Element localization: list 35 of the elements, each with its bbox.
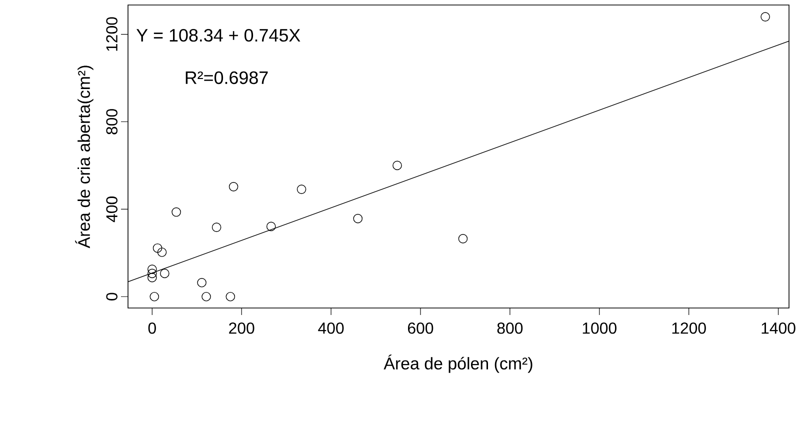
point xyxy=(160,268,170,278)
point xyxy=(266,222,276,232)
x-tick-label: 1000 xyxy=(582,322,616,334)
point xyxy=(152,243,162,253)
point xyxy=(150,292,160,302)
y-tick-label: 1200 xyxy=(106,17,118,51)
x-tick-label: 1200 xyxy=(672,322,706,334)
annotation: Y = 108.34 + 0.745X xyxy=(136,28,300,42)
point xyxy=(172,207,181,217)
point xyxy=(197,278,206,288)
point xyxy=(392,160,402,170)
point xyxy=(157,248,167,257)
x-axis-title: Área de pólen (cm²) xyxy=(384,354,532,373)
annotation: R²=0.6987 xyxy=(186,71,268,84)
x-tick-label: 200 xyxy=(229,322,254,334)
point xyxy=(353,214,363,224)
x-tick-label: 800 xyxy=(497,322,523,334)
point xyxy=(296,184,306,194)
point xyxy=(148,264,157,274)
x-tick-label: 0 xyxy=(148,322,156,334)
x-tick-label: 600 xyxy=(408,322,434,334)
x-tick-label: 1400 xyxy=(762,322,796,334)
x-tick-label: 400 xyxy=(318,322,344,334)
y-axis-title: Área de cria aberta(cm²) xyxy=(75,66,94,248)
point xyxy=(226,292,236,302)
point xyxy=(148,272,157,282)
y-tick-label: 800 xyxy=(106,109,118,134)
point xyxy=(458,234,468,244)
point xyxy=(202,292,211,302)
point xyxy=(760,12,770,22)
point xyxy=(212,222,222,232)
point xyxy=(228,182,238,192)
y-tick-label: 400 xyxy=(106,196,118,222)
y-tick-label: 0 xyxy=(106,292,118,300)
point xyxy=(148,268,157,278)
